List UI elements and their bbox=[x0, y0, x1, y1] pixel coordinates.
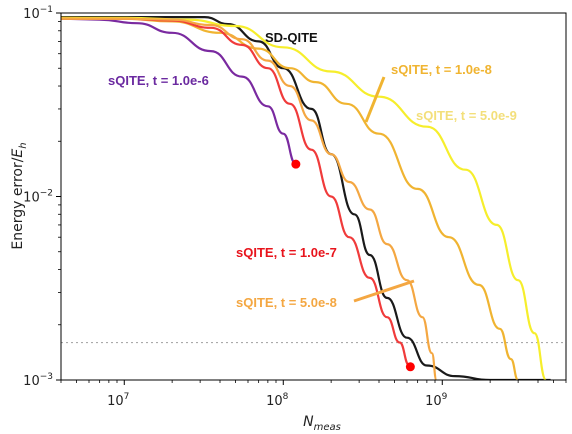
x-tick-label: 108 bbox=[266, 392, 289, 409]
annotation-t5e-8: sQITE, t = 5.0e-8 bbox=[236, 295, 337, 310]
series-end-marker-4 bbox=[405, 362, 415, 372]
annotation-t5e-9: sQITE, t = 5.0e-9 bbox=[416, 108, 517, 123]
series-line-0 bbox=[61, 16, 551, 380]
y-tick-label: 10−2 bbox=[23, 189, 53, 206]
annotation-sd-qite: SD-QITE bbox=[265, 30, 318, 45]
series-line-2 bbox=[61, 16, 548, 380]
annotation-pointer-t5e-8 bbox=[353, 279, 415, 303]
y-tick-label: 10−3 bbox=[23, 372, 53, 389]
y-tick-label: 10−1 bbox=[23, 5, 53, 22]
annotation-pointer-t1e-8 bbox=[364, 76, 386, 123]
x-tick-label: 107 bbox=[107, 392, 129, 409]
series-line-3 bbox=[61, 17, 297, 166]
y-axis-title: Energy error/Eh bbox=[10, 142, 29, 249]
series-end-marker-3 bbox=[291, 159, 301, 169]
annotation-t1e-6: sQITE, t = 1.0e-6 bbox=[108, 73, 209, 88]
x-axis-title: Nmeas bbox=[303, 414, 341, 433]
series-line-5 bbox=[61, 17, 438, 380]
annotation-t1e-7: sQITE, t = 1.0e-7 bbox=[236, 245, 337, 260]
x-tick-label: 109 bbox=[425, 392, 448, 409]
annotation-t1e-8: sQITE, t = 1.0e-8 bbox=[391, 62, 492, 77]
